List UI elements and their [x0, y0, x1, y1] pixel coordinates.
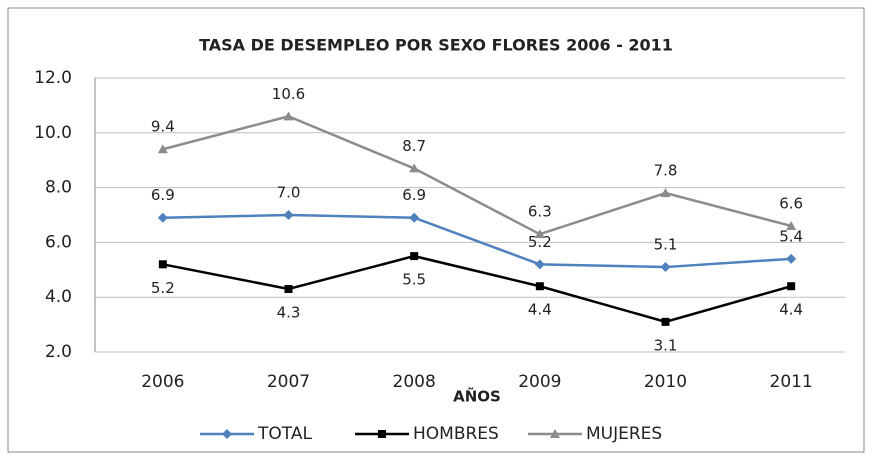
data-label: 5.2: [151, 279, 175, 297]
marker: [409, 163, 420, 173]
marker: [410, 252, 419, 261]
data-label: 7.0: [277, 184, 301, 202]
data-label: 9.4: [151, 118, 175, 136]
x-axis-label: AÑOS: [453, 387, 501, 406]
x-tick-label: 2009: [518, 372, 561, 392]
data-label: 5.1: [654, 236, 678, 254]
y-tick-label: 2.0: [45, 342, 72, 362]
data-label: 6.9: [151, 186, 175, 204]
data-label: 4.3: [277, 303, 301, 321]
data-label: 7.8: [654, 162, 678, 180]
data-label: 8.7: [402, 137, 426, 155]
x-tick-label: 2010: [644, 372, 687, 392]
legend-label: TOTAL: [257, 424, 312, 444]
data-label: 6.6: [779, 194, 803, 212]
legend-label: MUJERES: [586, 424, 662, 444]
marker: [378, 430, 386, 438]
marker: [534, 259, 545, 270]
marker: [222, 429, 232, 439]
data-label: 6.9: [402, 186, 426, 204]
marker: [550, 429, 560, 438]
data-label: 4.4: [528, 301, 552, 319]
marker: [158, 260, 167, 269]
x-tick-label: 2008: [393, 372, 436, 392]
marker: [786, 253, 797, 264]
x-tick-label: 2006: [141, 372, 184, 392]
data-label: 5.2: [528, 233, 552, 251]
data-label: 5.5: [402, 271, 426, 289]
y-tick-label: 10.0: [34, 123, 72, 143]
marker: [283, 111, 294, 121]
marker: [534, 229, 545, 239]
data-label: 6.3: [528, 203, 552, 221]
marker: [660, 262, 671, 273]
y-tick-label: 12.0: [34, 68, 72, 88]
marker: [409, 212, 420, 223]
marker: [157, 144, 168, 154]
data-label: 10.6: [272, 85, 305, 103]
series-line: [162, 254, 792, 324]
marker: [786, 220, 797, 230]
marker: [661, 317, 670, 326]
marker: [660, 188, 671, 198]
data-label: 3.1: [654, 336, 678, 354]
series-line: [162, 213, 792, 269]
marker: [283, 210, 294, 220]
chart-title: TASA DE DESEMPLEO POR SEXO FLORES 2006 -…: [199, 36, 673, 55]
data-label: 5.4: [779, 227, 803, 245]
y-tick-label: 6.0: [45, 232, 72, 252]
series-line: [162, 115, 792, 236]
marker: [787, 282, 796, 291]
marker: [157, 212, 168, 223]
x-tick-label: 2007: [267, 372, 310, 392]
legend-label: HOMBRES: [413, 424, 499, 444]
x-tick-label: 2011: [770, 372, 813, 392]
marker: [535, 282, 544, 291]
y-tick-label: 4.0: [45, 287, 72, 307]
marker: [284, 284, 293, 293]
data-label: 4.4: [779, 301, 803, 319]
chart-frame: [7, 7, 865, 453]
y-tick-label: 8.0: [45, 178, 72, 198]
